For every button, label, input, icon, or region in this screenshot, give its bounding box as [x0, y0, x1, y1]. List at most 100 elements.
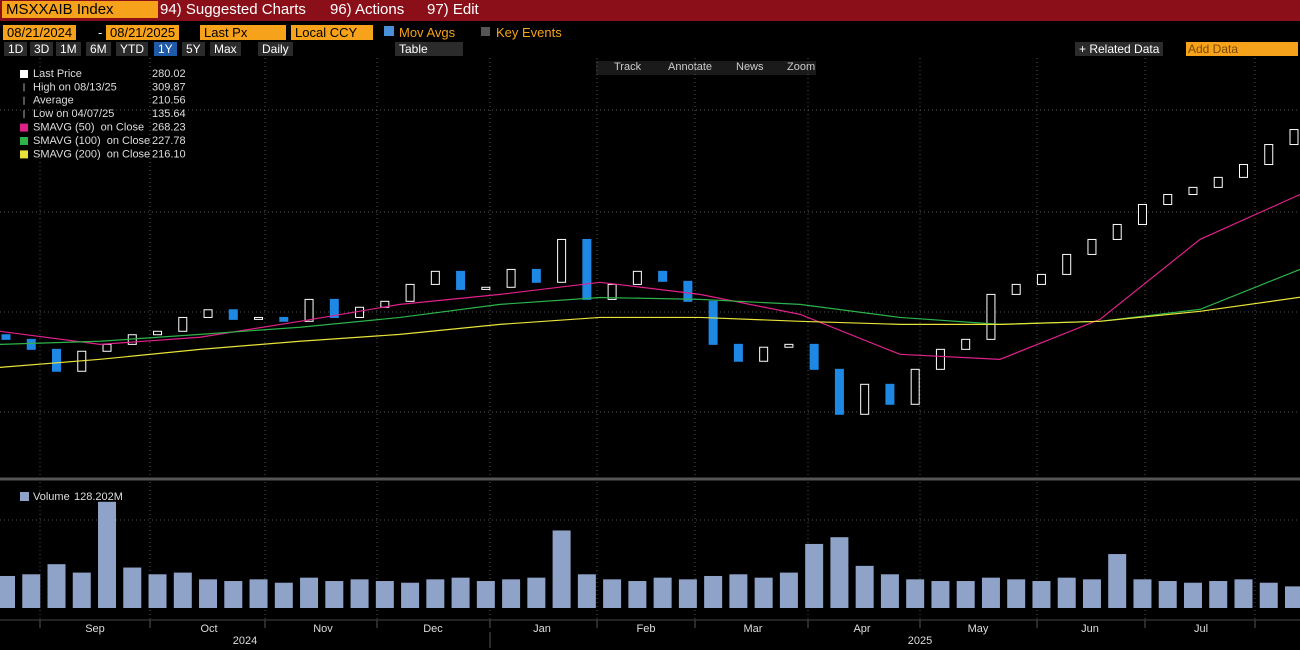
period[interactable]: 6M	[86, 42, 111, 56]
legend-swatch	[20, 150, 28, 159]
year-label: 2024	[233, 635, 257, 647]
candle	[759, 346, 769, 362]
toolbar	[596, 61, 816, 75]
candle	[683, 280, 693, 302]
volume-bar	[1234, 579, 1253, 608]
period[interactable]: 3D	[30, 42, 54, 56]
legend-swatch	[20, 492, 29, 501]
candle	[733, 343, 743, 362]
legend-label: Last Price	[33, 68, 82, 80]
candle	[1011, 283, 1021, 295]
legend-value: 135.64	[152, 108, 186, 120]
period[interactable]: 1M	[56, 42, 81, 56]
volume-bar	[956, 581, 975, 608]
candle	[582, 238, 592, 300]
volume-bar	[350, 579, 369, 608]
field[interactable]: Last Px	[200, 25, 286, 40]
date-sep: -	[98, 25, 103, 40]
volume-bar	[880, 574, 899, 608]
menu[interactable]: 94) Suggested Charts	[160, 1, 306, 18]
frequency[interactable]: Daily	[258, 42, 293, 56]
candle	[329, 298, 339, 318]
candle	[52, 348, 62, 372]
candle	[531, 268, 541, 283]
candle	[986, 293, 996, 340]
legend-label: Low on 04/07/25	[33, 108, 114, 120]
related-data[interactable]: + Related Data	[1075, 42, 1164, 56]
legend-label: SMAVG (50) on Close	[33, 122, 144, 134]
volume-bar	[300, 577, 319, 608]
checkbox[interactable]	[481, 27, 490, 36]
candle	[860, 383, 870, 415]
volume-bar	[1285, 586, 1300, 608]
start-date[interactable]: 08/21/2024	[3, 25, 77, 40]
period[interactable]: 1D	[4, 42, 28, 56]
legend-value: 268.23	[152, 122, 186, 134]
volume-bar	[1057, 577, 1076, 608]
period[interactable]: 5Y	[182, 42, 205, 56]
candle	[632, 270, 642, 285]
menu[interactable]: 97) Edit	[427, 1, 479, 18]
mov-avgs[interactable]: Mov Avgs	[399, 25, 456, 40]
volume-bar	[1158, 581, 1177, 608]
volume-bar	[98, 501, 117, 608]
end-date[interactable]: 08/21/2025	[106, 25, 180, 40]
key-events[interactable]: Key Events	[496, 25, 562, 40]
volume-bar	[704, 575, 723, 608]
legend-label: SMAVG (200) on Close	[33, 148, 150, 160]
menu[interactable]: 96) Actions	[330, 1, 405, 18]
candle	[127, 334, 137, 345]
volume-bar	[603, 579, 622, 608]
legend-box	[8, 67, 188, 161]
x-tick-label: Oct	[200, 623, 217, 635]
x-tick-label: Mar	[744, 623, 763, 635]
volume-bar	[805, 543, 824, 608]
x-tick-label: Jul	[1194, 623, 1208, 635]
legend-value: 227.78	[152, 135, 186, 147]
volume-bar	[1259, 582, 1278, 608]
tool[interactable]: Annotate	[668, 61, 713, 73]
volume-bar	[729, 574, 748, 608]
legend-value: 216.10	[152, 148, 186, 160]
volume-bar	[148, 574, 167, 608]
candle	[481, 286, 491, 290]
candle	[203, 309, 213, 318]
checkbox[interactable]	[384, 26, 394, 36]
candle	[809, 343, 819, 370]
ticker[interactable]: MSXXAIB Index	[2, 1, 158, 18]
candle	[1137, 203, 1147, 225]
tool[interactable]: Track	[614, 61, 642, 73]
candle	[77, 350, 87, 372]
period[interactable]: Max	[210, 42, 241, 56]
volume-bar	[1108, 554, 1127, 608]
volume-bar	[981, 577, 1000, 608]
candle	[658, 270, 668, 282]
volume-bar	[1183, 582, 1202, 608]
volume-bar	[855, 565, 874, 608]
moving-average	[0, 193, 1300, 360]
volume-bar	[249, 579, 268, 608]
period[interactable]: YTD	[116, 42, 148, 56]
candle	[607, 283, 617, 300]
x-tick-label: Sep	[85, 623, 105, 635]
x-tick-label: Jan	[533, 623, 551, 635]
candle	[380, 300, 390, 308]
tool[interactable]: Zoom	[787, 61, 816, 73]
legend-swatch	[20, 137, 28, 145]
volume-bar	[325, 581, 344, 608]
volume-bar	[830, 537, 849, 608]
table-btn[interactable]: Table	[395, 42, 463, 56]
volume-bar	[779, 572, 798, 608]
candle	[304, 298, 314, 322]
volume-bar	[451, 577, 470, 608]
candle	[506, 268, 516, 288]
currency[interactable]: Local CCY	[291, 25, 373, 40]
tool[interactable]: News	[736, 61, 764, 73]
candle	[1213, 176, 1223, 188]
candle	[1062, 253, 1072, 275]
add-data[interactable]: Add Data	[1186, 42, 1298, 56]
period[interactable]: 1Y	[154, 42, 177, 56]
candle	[1163, 193, 1173, 205]
